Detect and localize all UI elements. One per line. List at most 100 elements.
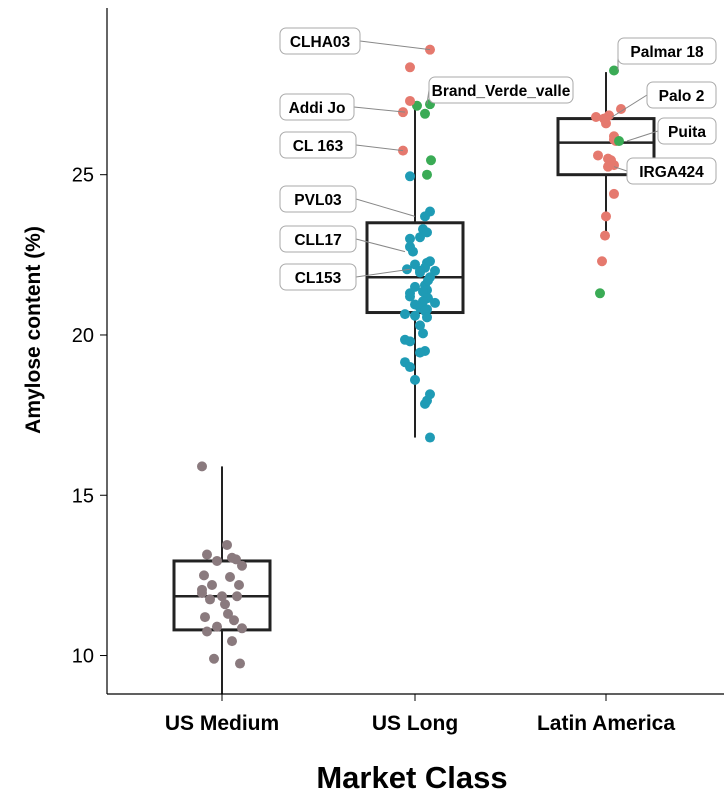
annotation-label-box: [646, 81, 717, 109]
data-point: [400, 309, 410, 320]
annotation-leader-line: [353, 106, 406, 113]
annotation-leader-line: [355, 238, 406, 253]
data-point: [601, 211, 611, 222]
data-point: [405, 241, 415, 252]
annotation-label-box: [279, 27, 361, 55]
data-point: [405, 291, 415, 302]
y-axis-title: Amylose content (%): [22, 226, 45, 434]
data-point: [207, 580, 217, 591]
data-point: [405, 95, 415, 106]
data-point: [227, 636, 237, 647]
data-point: [422, 169, 432, 180]
y-tick-label: 15: [72, 485, 94, 507]
annotation-label: CL 163: [293, 138, 344, 155]
annotation-leader-line: [355, 144, 404, 152]
data-point: [422, 312, 432, 323]
annotation-leader-line: [359, 40, 431, 51]
box-layer: [172, 72, 656, 694]
data-point: [405, 362, 415, 373]
data-point: [231, 554, 241, 565]
data-point: [415, 320, 425, 331]
annotation-label-box: [428, 76, 574, 104]
data-point: [237, 623, 247, 634]
data-point: [405, 62, 415, 73]
data-point: [415, 347, 425, 358]
annotation-label-box: [617, 37, 717, 65]
data-point: [412, 100, 422, 111]
data-point: [237, 560, 247, 571]
data-point: [202, 626, 212, 637]
data-point: [415, 267, 425, 278]
data-point: [229, 615, 239, 626]
annotation-label: IRGA424: [639, 164, 704, 181]
data-point: [235, 658, 245, 669]
annotation-leader-line: [355, 198, 416, 217]
annotation-leader-line: [613, 166, 628, 172]
annotation-label-box: [279, 225, 357, 253]
data-point: [212, 621, 222, 632]
data-point: [217, 591, 227, 602]
data-point: [405, 171, 415, 182]
data-point: [422, 227, 432, 238]
annotation-leader-line: [626, 130, 659, 142]
data-point: [410, 374, 420, 385]
annotation-layer: CLHA03 Addi Jo Brand_Verde_valle CL 163 PVL0…: [279, 27, 717, 291]
data-point: [425, 432, 435, 443]
y-tick-label: 25: [72, 165, 94, 187]
annotation-label: CLHA03: [290, 34, 351, 51]
data-point: [600, 230, 610, 241]
annotation-label-box: [279, 185, 357, 213]
data-point: [609, 188, 619, 199]
data-point: [603, 161, 613, 172]
data-point: [225, 571, 235, 582]
data-point: [609, 65, 619, 76]
data-point: [415, 232, 425, 243]
data-point: [420, 211, 430, 222]
data-point: [593, 150, 603, 161]
x-axis-title: Market Class: [316, 760, 507, 790]
annotation-label: Palmar 18: [630, 44, 704, 61]
data-point: [591, 111, 601, 122]
annotation-label-box: [279, 263, 357, 291]
annotation-label: Brand_Verde_valle: [432, 83, 571, 100]
data-point: [222, 539, 232, 550]
annotation-label: Palo 2: [659, 88, 705, 105]
annotation-label: Addi Jo: [289, 100, 346, 117]
data-point: [234, 580, 244, 591]
data-point: [410, 310, 420, 321]
data-point: [597, 256, 607, 267]
data-point: [405, 233, 415, 244]
y-tick-label: 20: [72, 325, 94, 347]
data-point: [199, 570, 209, 581]
data-point: [616, 103, 626, 114]
axes-layer: 10 15 20 25 US Medium US Long Latin America: [72, 8, 724, 735]
annotation-label-box: [279, 93, 355, 121]
data-point: [423, 275, 433, 286]
data-point: [422, 395, 432, 406]
points-layer: [197, 44, 626, 669]
data-point: [430, 297, 440, 308]
x-tick-label: US Long: [372, 712, 458, 735]
annotation-label-box: [626, 157, 717, 185]
annotation-label-box: [657, 117, 717, 145]
data-point: [212, 555, 222, 566]
annotation-label-box: [279, 131, 357, 159]
data-point: [601, 118, 611, 129]
data-point: [197, 584, 207, 595]
data-point: [405, 336, 415, 347]
y-tick-label: 10: [72, 646, 94, 668]
annotation-label: CLL17: [294, 232, 341, 249]
annotation-label: Puita: [668, 124, 706, 141]
data-point: [232, 591, 242, 602]
data-point: [200, 612, 210, 623]
annotation-leader-line: [355, 268, 411, 278]
data-point: [197, 461, 207, 472]
x-tick-label: US Medium: [165, 712, 279, 735]
annotation-leader-line: [611, 94, 648, 118]
data-point: [430, 265, 440, 276]
data-point: [418, 328, 428, 339]
data-point: [220, 599, 230, 610]
data-point: [205, 594, 215, 605]
annotation-label: CL153: [295, 270, 342, 287]
